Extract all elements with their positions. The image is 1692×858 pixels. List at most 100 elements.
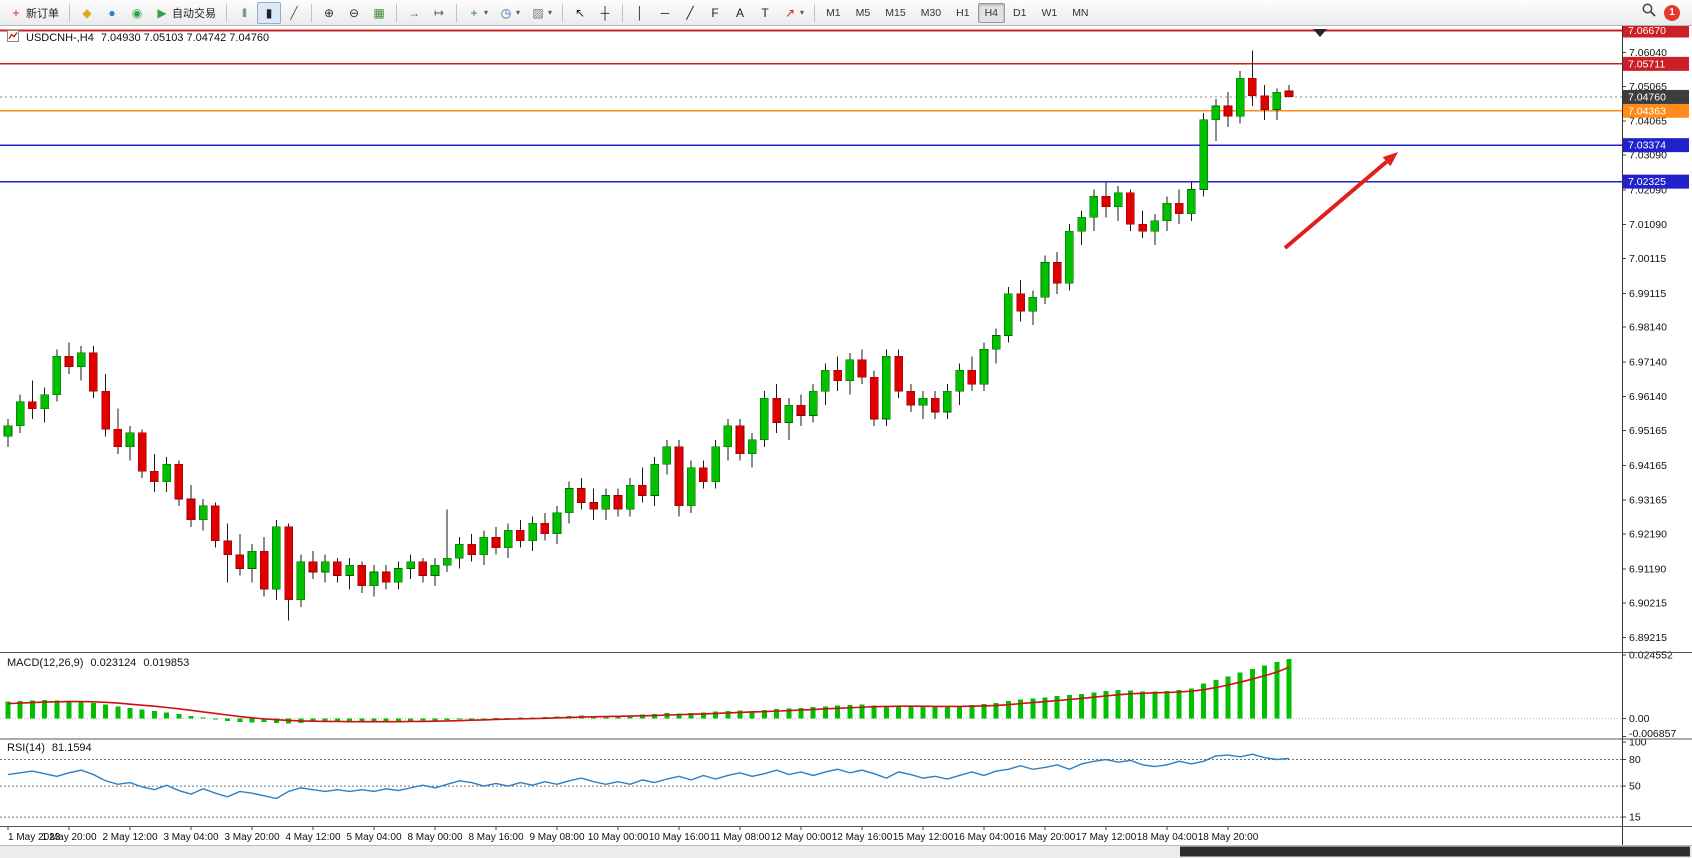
cursor-button[interactable]: ↖ <box>568 2 592 24</box>
autotrading-label: 自动交易 <box>172 7 216 20</box>
price-axis[interactable]: 7.060407.050657.040657.030907.020907.010… <box>1622 26 1689 644</box>
new-order-icon: + <box>12 5 20 20</box>
price-tag-7.03374: 7.03374 <box>1623 138 1689 153</box>
autotrading-button[interactable]: ▶ 自动交易 <box>150 2 221 24</box>
timeframe-h1-button[interactable]: H1 <box>949 3 976 23</box>
rsi-plot[interactable] <box>0 740 1622 826</box>
price-axis-label: 6.99115 <box>1629 288 1666 300</box>
templates-icon: ▨ <box>532 5 544 20</box>
chart-canvas[interactable]: 7.060407.050657.040657.030907.020907.010… <box>0 26 1692 858</box>
svg-text:7.04760: 7.04760 <box>1628 91 1666 103</box>
time-axis-label: 3 May 20:00 <box>224 832 279 843</box>
macd-axis-label: 0.00 <box>1629 713 1650 725</box>
notification-badge[interactable]: 1 <box>1664 4 1680 21</box>
autotrading-icon: ▶ <box>157 5 167 20</box>
price-axis-label: 6.89215 <box>1629 632 1667 644</box>
horizontal-line-button[interactable]: ─ <box>653 2 677 24</box>
timeframe-m5-button[interactable]: M5 <box>849 3 878 23</box>
timeframe-h4-button[interactable]: H4 <box>977 2 1005 23</box>
new-order-button[interactable]: + 新订单 <box>4 2 64 24</box>
trendline-button[interactable]: ╱ <box>678 2 702 24</box>
chart-bars-button[interactable]: ||| <box>232 2 256 24</box>
auto-scroll-button[interactable]: → <box>402 2 426 24</box>
candles <box>3 50 1294 621</box>
fibonacci-icon: F <box>711 5 719 20</box>
annotation-arrow-head <box>1382 152 1398 167</box>
main-chart-plot[interactable] <box>0 26 1622 652</box>
zoom-out-button[interactable]: ⊖ <box>342 2 366 24</box>
toolbar-separator <box>622 3 624 22</box>
rsi-axis-label: 50 <box>1629 781 1641 793</box>
navigator-icon: ● <box>108 5 116 20</box>
svg-text:7.03374: 7.03374 <box>1628 140 1666 152</box>
price-axis-label: 6.93165 <box>1629 495 1667 507</box>
indicators-button[interactable]: + ▾ <box>462 2 493 24</box>
rsi-axis-label: 80 <box>1629 754 1641 766</box>
indicators-icon: + <box>470 5 478 20</box>
timeframe-d1-button[interactable]: D1 <box>1006 3 1033 23</box>
templates-button[interactable]: ▨ ▾ <box>526 2 557 24</box>
time-axis-label: 10 May 16:00 <box>649 832 710 843</box>
time-axis-label: 1 May 2023 <box>8 832 61 843</box>
timeframe-m15-button[interactable]: M15 <box>878 3 912 23</box>
arrows-icon: ↗ <box>785 5 796 20</box>
horizontal-line-icon: ─ <box>660 5 670 20</box>
timeframe-m30-button[interactable]: M30 <box>914 3 948 23</box>
timeframe-mn-button[interactable]: MN <box>1065 3 1095 23</box>
templates-dropdown-caret: ▾ <box>548 8 553 17</box>
market-watch-button[interactable]: ◆ <box>75 2 99 24</box>
time-axis-label: 9 May 08:00 <box>529 832 584 843</box>
price-tag-7.04363: 7.04363 <box>1623 103 1689 118</box>
time-axis-label: 18 May 04:00 <box>1137 832 1198 843</box>
tile-windows-icon: ▦ <box>373 5 385 20</box>
price-axis-label: 6.95165 <box>1629 425 1667 437</box>
arrows-button[interactable]: ↗ ▾ <box>778 2 809 24</box>
svg-text:7.06670: 7.06670 <box>1628 26 1666 37</box>
chart-candles-icon: ▮ <box>265 5 273 20</box>
periods-icon: ◷ <box>500 5 512 20</box>
macd-axis-label: 0.024552 <box>1629 650 1673 662</box>
time-axis-label: 8 May 00:00 <box>407 832 462 843</box>
text-label-button[interactable]: T <box>753 2 777 24</box>
chart-candles-button[interactable]: ▮ <box>257 1 281 24</box>
annotation-arrow-line[interactable] <box>1283 160 1388 250</box>
periods-button[interactable]: ◷ ▾ <box>494 2 525 24</box>
time-axis-label: 2 May 12:00 <box>102 832 157 843</box>
time-axis-label: 15 May 12:00 <box>893 832 954 843</box>
navigator-button[interactable]: ● <box>100 2 124 24</box>
periods-dropdown-caret: ▾ <box>516 8 521 17</box>
zoom-out-icon: ⊖ <box>348 5 360 20</box>
chart-shift-marker[interactable] <box>1313 29 1327 37</box>
price-tag-7.02325: 7.02325 <box>1623 174 1689 189</box>
new-order-label: 新订单 <box>26 7 59 20</box>
vertical-line-button[interactable]: │ <box>628 2 652 24</box>
macd-axis-label: -0.006857 <box>1629 728 1676 740</box>
h-scrollbar-thumb[interactable] <box>1180 846 1690 857</box>
toolbar-separator <box>226 3 227 22</box>
zoom-in-button[interactable]: ⊕ <box>317 2 341 24</box>
search-icon[interactable] <box>1641 2 1657 23</box>
chart-line-button[interactable]: ╱ <box>282 2 306 24</box>
text-button[interactable]: A <box>728 2 752 24</box>
toolbar-separator <box>311 3 312 22</box>
price-tag-7.05711: 7.05711 <box>1623 56 1689 71</box>
crosshair-button[interactable]: ┼ <box>593 2 617 24</box>
chart-shift-button[interactable]: ↦ <box>427 2 451 24</box>
tile-windows-button[interactable]: ▦ <box>367 2 391 24</box>
arrows-dropdown-caret: ▾ <box>800 8 805 17</box>
macd-plot[interactable] <box>0 654 1622 738</box>
toolbar-separator <box>456 3 457 22</box>
terminal-button[interactable]: ◉ <box>125 2 149 24</box>
vertical-line-icon: │ <box>636 5 644 20</box>
fibonacci-button[interactable]: F <box>703 2 727 24</box>
time-axis-label: 4 May 12:00 <box>285 832 340 843</box>
price-axis-label: 6.98140 <box>1629 322 1667 334</box>
price-axis-label: 7.04065 <box>1629 116 1667 128</box>
timeframe-w1-button[interactable]: W1 <box>1034 3 1064 23</box>
timeframe-m1-button[interactable]: M1 <box>819 3 848 23</box>
price-axis-label: 7.06040 <box>1629 47 1667 59</box>
price-axis-label: 6.94165 <box>1629 460 1667 472</box>
time-axis-label: 16 May 20:00 <box>1015 832 1076 843</box>
